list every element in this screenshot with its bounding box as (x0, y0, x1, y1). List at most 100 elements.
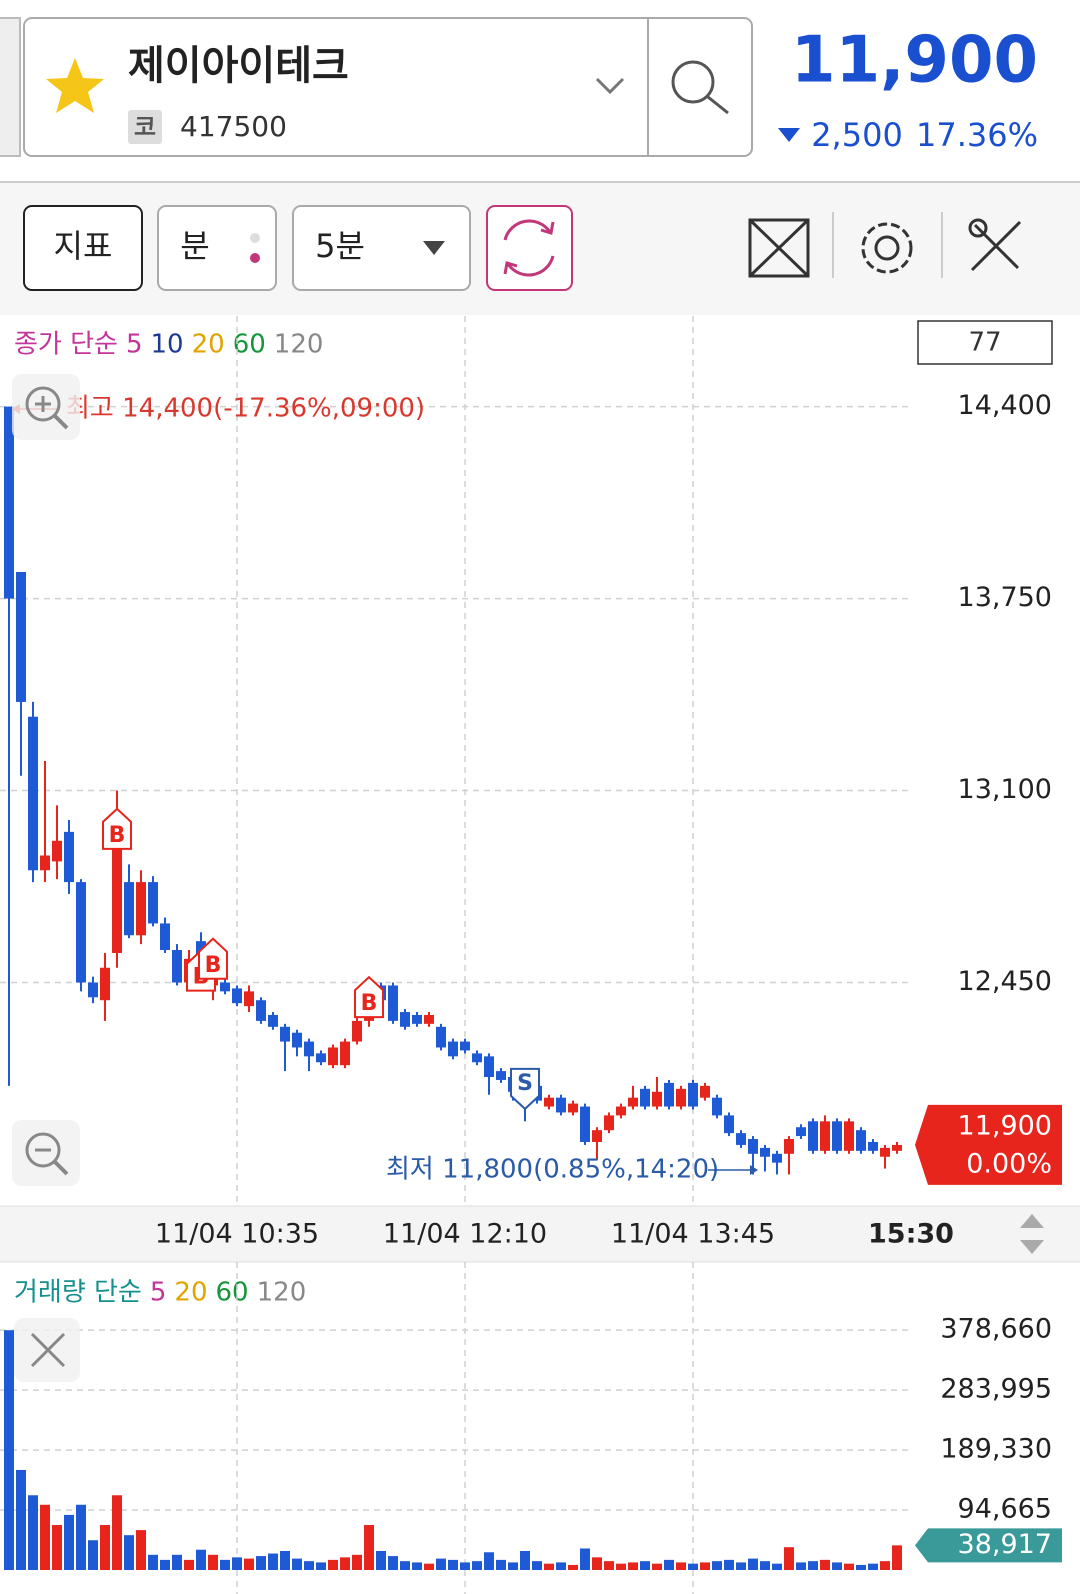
volume-bar (40, 1504, 50, 1570)
volume-bar (124, 1535, 134, 1570)
volume-bar (592, 1557, 602, 1570)
volume-bar (280, 1551, 290, 1570)
unit-dot-active (250, 253, 260, 263)
candle-body (400, 1012, 410, 1027)
volume-bar (88, 1540, 98, 1570)
volume-bar (748, 1558, 758, 1570)
volume-bar (808, 1561, 818, 1570)
candle-body (460, 1041, 470, 1051)
dropdown-chevron[interactable] (595, 77, 625, 95)
favorite-star[interactable] (46, 58, 104, 113)
candle-body (172, 950, 182, 983)
candle-body (4, 406, 14, 599)
last-price-label: 11,900 (958, 1110, 1052, 1141)
legend-item: 20 (192, 330, 225, 360)
low-arrow-head (750, 1165, 758, 1175)
candle-body (640, 1088, 650, 1107)
candle-body (340, 1041, 350, 1066)
stock-code: 417500 (180, 110, 287, 143)
volume-bar (832, 1562, 842, 1570)
volume-bar (556, 1562, 566, 1570)
unit-button[interactable] (157, 205, 277, 291)
candle-body (100, 967, 110, 1001)
volume-bar (364, 1525, 374, 1570)
volume-bar (52, 1525, 62, 1570)
candle-body (556, 1097, 566, 1113)
volume-bar (460, 1562, 470, 1570)
candle-body (472, 1053, 482, 1063)
signal-marker (510, 1067, 540, 1111)
y-tick-label: 283,995 (940, 1374, 1052, 1405)
candle-body (700, 1085, 710, 1098)
tools-button[interactable] (968, 218, 1022, 272)
indicator-button[interactable] (23, 205, 143, 291)
price-change: 2,500 (811, 116, 903, 154)
search-button[interactable] (671, 60, 729, 115)
candle-body (676, 1088, 686, 1107)
volume-bar (700, 1562, 710, 1570)
signal-marker (198, 937, 228, 980)
volume-bar (640, 1561, 650, 1570)
candle-body (484, 1056, 494, 1078)
candle-body (496, 1071, 506, 1080)
unit-label: 분 (180, 227, 209, 265)
candle-body (448, 1041, 458, 1057)
settings-button[interactable] (861, 222, 913, 274)
volume-bar (604, 1561, 614, 1570)
candle-body (268, 1014, 278, 1027)
volume-bar (844, 1563, 854, 1570)
fullscreen-button[interactable] (748, 218, 810, 278)
volume-bar (868, 1563, 878, 1570)
candle-body (628, 1097, 638, 1107)
y-tick-label: 13,750 (958, 582, 1052, 613)
y-tick-label: 13,100 (958, 774, 1052, 805)
volume-bar (244, 1558, 254, 1570)
price-change-pct: 17.36% (916, 116, 1038, 154)
down-triangle (778, 128, 800, 142)
candle-body (820, 1121, 830, 1151)
candle-body (244, 991, 254, 1007)
volume-bar (628, 1562, 638, 1570)
signal-marker (354, 975, 384, 1019)
period-arrow (423, 241, 445, 255)
x-tick-label: 11/04 13:45 (611, 1219, 775, 1250)
volume-bar (436, 1558, 446, 1570)
legend-item: 60 (216, 1278, 249, 1308)
last-volume-marker (915, 1528, 1062, 1563)
side-tab[interactable] (0, 17, 21, 157)
scroll-arrows[interactable] (1020, 1214, 1044, 1254)
market-badge (128, 110, 162, 144)
price-panel (0, 316, 1080, 1206)
volume-bar (304, 1561, 314, 1570)
volume-bar (400, 1561, 410, 1570)
volume-bar (256, 1556, 266, 1570)
volume-bar (892, 1545, 902, 1570)
stock-selector[interactable] (23, 17, 753, 157)
close-volume-button[interactable] (14, 1318, 80, 1382)
stock-name: 제이아이테크 (128, 43, 349, 89)
zoom-in-button[interactable] (12, 374, 80, 440)
volume-bar (148, 1554, 158, 1570)
volume-bar (76, 1504, 86, 1570)
candle-body (868, 1141, 878, 1151)
volume-bar (796, 1562, 806, 1570)
candle-body (52, 840, 62, 862)
volume-bar (160, 1559, 170, 1570)
y-tick-label: 94,665 (958, 1494, 1052, 1525)
candle-body (616, 1106, 626, 1116)
volume-bar (760, 1561, 770, 1570)
volume-bar (580, 1548, 590, 1570)
volume-bar (688, 1563, 698, 1570)
volume-bar (448, 1559, 458, 1570)
legend-item: 5 (126, 330, 143, 360)
legend-item: 20 (174, 1278, 207, 1308)
zoom-out-button[interactable] (12, 1120, 80, 1186)
period-select[interactable] (292, 205, 471, 291)
volume-bar (28, 1495, 38, 1570)
candle-body (436, 1026, 446, 1048)
candle-body (664, 1082, 674, 1107)
refresh-button[interactable] (486, 205, 573, 291)
candle-body (40, 855, 50, 871)
